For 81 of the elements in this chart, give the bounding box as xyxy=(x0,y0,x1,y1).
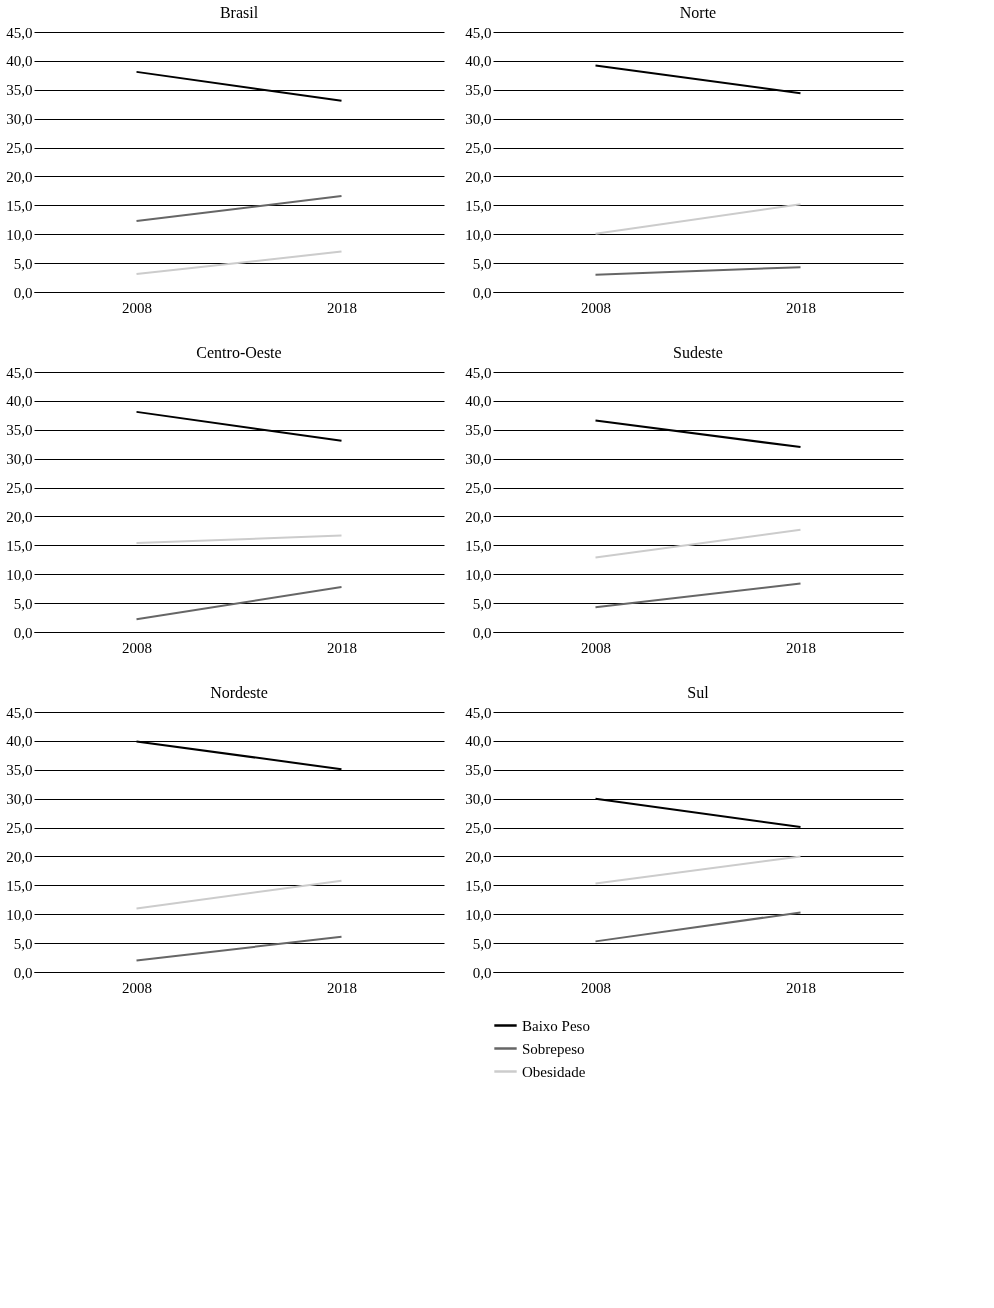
y-tick-label: 45,0 xyxy=(6,704,33,721)
y-tick-label: 40,0 xyxy=(465,733,492,750)
y-tick-label: 0,0 xyxy=(13,624,33,641)
x-tick-label: 2008 xyxy=(581,979,611,996)
y-tick-label: 35,0 xyxy=(6,82,33,99)
y-tick-label: 30,0 xyxy=(6,451,33,468)
y-tick-label: 30,0 xyxy=(465,111,492,128)
y-tick-label: 40,0 xyxy=(6,733,33,750)
x-tick-label: 2008 xyxy=(122,979,152,996)
y-tick-label: 30,0 xyxy=(6,791,33,808)
y-tick-label: 5,0 xyxy=(472,255,492,272)
y-tick-label: 10,0 xyxy=(465,226,492,243)
x-tick-label: 2018 xyxy=(786,979,816,996)
y-tick-label: 40,0 xyxy=(465,53,492,70)
y-tick-label: 45,0 xyxy=(6,24,33,41)
y-tick-label: 15,0 xyxy=(465,197,492,214)
y-tick-label: 10,0 xyxy=(6,226,33,243)
x-tick-label: 2008 xyxy=(581,639,611,656)
legend-label: Sobrepeso xyxy=(522,1040,585,1057)
chart-title: Sudeste xyxy=(673,344,723,361)
y-tick-label: 10,0 xyxy=(6,906,33,923)
y-tick-label: 25,0 xyxy=(6,820,33,837)
y-tick-label: 35,0 xyxy=(465,762,492,779)
y-tick-label: 25,0 xyxy=(6,480,33,497)
y-tick-label: 40,0 xyxy=(6,53,33,70)
y-tick-label: 35,0 xyxy=(6,422,33,439)
x-tick-label: 2008 xyxy=(122,639,152,656)
y-tick-label: 35,0 xyxy=(6,762,33,779)
y-tick-label: 15,0 xyxy=(465,537,492,554)
x-tick-label: 2008 xyxy=(122,299,152,316)
y-tick-label: 45,0 xyxy=(465,704,492,721)
y-tick-label: 10,0 xyxy=(465,566,492,583)
legend-label: Baixo Peso xyxy=(522,1017,590,1034)
y-tick-label: 20,0 xyxy=(6,168,33,185)
y-tick-label: 15,0 xyxy=(465,877,492,894)
y-tick-label: 0,0 xyxy=(472,964,492,981)
chart-title: Brasil xyxy=(219,4,259,21)
y-tick-label: 0,0 xyxy=(13,964,33,981)
y-tick-label: 0,0 xyxy=(472,284,492,301)
y-tick-label: 15,0 xyxy=(6,537,33,554)
y-tick-label: 45,0 xyxy=(6,364,33,381)
y-tick-label: 0,0 xyxy=(13,284,33,301)
y-tick-label: 40,0 xyxy=(6,393,33,410)
y-tick-label: 40,0 xyxy=(465,393,492,410)
y-tick-label: 20,0 xyxy=(465,508,492,525)
y-tick-label: 5,0 xyxy=(13,255,33,272)
y-tick-label: 20,0 xyxy=(465,848,492,865)
x-tick-label: 2018 xyxy=(327,299,357,316)
x-tick-label: 2018 xyxy=(786,639,816,656)
chart-title: Sul xyxy=(687,684,710,701)
chart-title: Centro-Oeste xyxy=(196,344,282,361)
legend-label: Obesidade xyxy=(522,1063,586,1080)
y-tick-label: 20,0 xyxy=(6,848,33,865)
y-tick-label: 0,0 xyxy=(472,624,492,641)
y-tick-label: 25,0 xyxy=(6,140,33,157)
chart-title: Norte xyxy=(679,4,717,21)
y-tick-label: 30,0 xyxy=(6,111,33,128)
y-tick-label: 35,0 xyxy=(465,422,492,439)
y-tick-label: 5,0 xyxy=(472,935,492,952)
x-tick-label: 2018 xyxy=(327,639,357,656)
y-tick-label: 20,0 xyxy=(6,508,33,525)
y-tick-label: 10,0 xyxy=(6,566,33,583)
y-tick-label: 15,0 xyxy=(6,197,33,214)
y-tick-label: 45,0 xyxy=(465,364,492,381)
x-tick-label: 2018 xyxy=(786,299,816,316)
chart-title: Nordeste xyxy=(210,684,268,701)
y-tick-label: 15,0 xyxy=(6,877,33,894)
y-tick-label: 25,0 xyxy=(465,140,492,157)
y-tick-label: 5,0 xyxy=(13,935,33,952)
y-tick-label: 5,0 xyxy=(13,595,33,612)
y-tick-label: 30,0 xyxy=(465,791,492,808)
y-tick-label: 5,0 xyxy=(472,595,492,612)
y-tick-label: 25,0 xyxy=(465,480,492,497)
y-tick-label: 20,0 xyxy=(465,168,492,185)
y-tick-label: 25,0 xyxy=(465,820,492,837)
y-tick-label: 35,0 xyxy=(465,82,492,99)
x-tick-label: 2018 xyxy=(327,979,357,996)
y-tick-label: 30,0 xyxy=(465,451,492,468)
y-tick-label: 10,0 xyxy=(465,906,492,923)
y-tick-label: 45,0 xyxy=(465,24,492,41)
x-tick-label: 2008 xyxy=(581,299,611,316)
